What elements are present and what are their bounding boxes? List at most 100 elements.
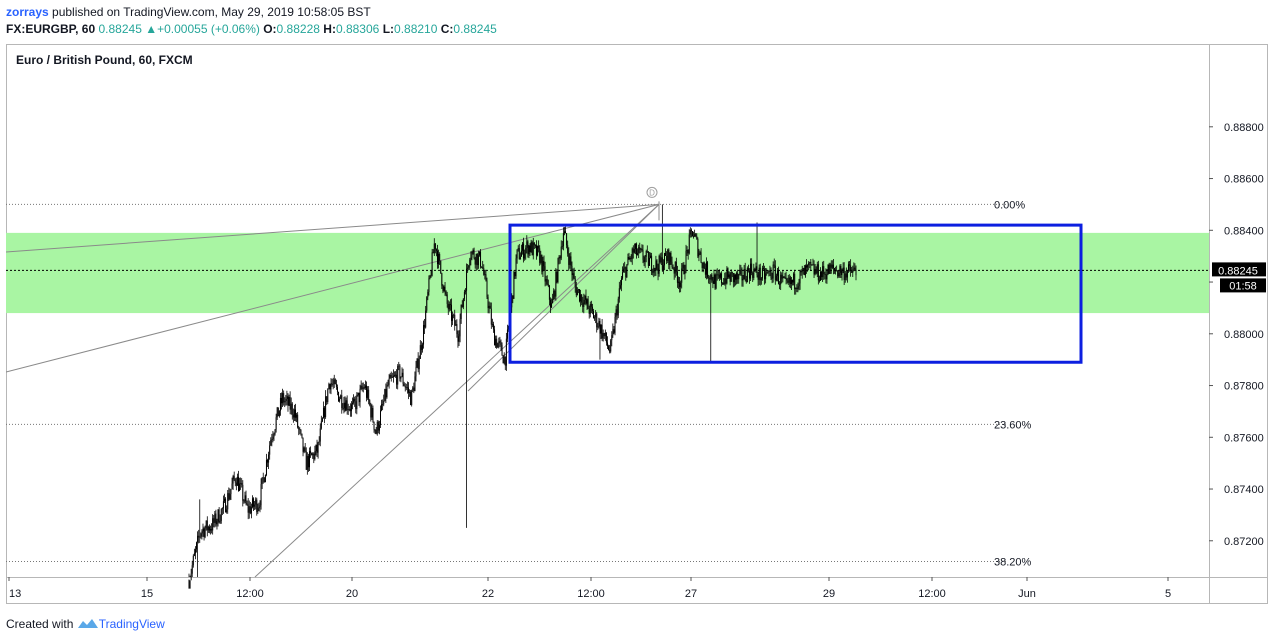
candle-body (650, 255, 652, 258)
range-box[interactable] (508, 223, 1083, 364)
candle-body (244, 495, 246, 502)
candle-body (762, 268, 764, 269)
candle-body (275, 417, 277, 430)
candle-body (567, 245, 569, 254)
candle-body (598, 321, 600, 327)
candle-body (322, 407, 324, 419)
candle-body (629, 257, 631, 260)
candle-body (551, 303, 553, 308)
fib-levels[interactable]: 0.00% 23.60% 38.20% (6, 199, 1032, 568)
trend-lines[interactable] (5, 201, 660, 578)
candle-body (277, 407, 279, 417)
candle-body (833, 268, 835, 270)
candle-body (526, 241, 528, 248)
candle-body (641, 248, 643, 250)
candle-body (317, 442, 319, 453)
candle-body (205, 520, 207, 529)
candle-body (314, 451, 316, 460)
candle-body (750, 263, 752, 279)
candle-body (832, 264, 834, 269)
candle-body (291, 403, 293, 415)
candle-body (532, 242, 534, 256)
candle-body (769, 270, 771, 272)
candle-body (548, 285, 550, 300)
candle-body (774, 265, 776, 281)
candle-body (339, 398, 341, 402)
candle-body (586, 299, 588, 304)
candle-body (302, 437, 304, 452)
candle-body (731, 272, 733, 274)
candle-body (448, 304, 450, 310)
candle-body (775, 275, 777, 281)
candle-body (215, 513, 217, 525)
candle-body (435, 249, 437, 251)
candle-body (385, 389, 387, 398)
candle-body (312, 453, 314, 456)
pivot-marker[interactable] (646, 186, 658, 198)
candle-body (372, 408, 374, 422)
candle-body (613, 329, 615, 333)
candle-body (398, 365, 400, 367)
chart-panel[interactable]: 0.00% 23.60% 38.20% 0.88800 0.88600 0.88400 0… (5, 44, 1268, 604)
candle-body (562, 233, 564, 247)
candle-body (596, 313, 598, 328)
candle-body (464, 290, 466, 292)
candle-body (705, 262, 707, 275)
candle-body (200, 533, 202, 537)
candle-body (679, 281, 681, 288)
support-zone[interactable] (6, 232, 1209, 314)
candle-body (433, 243, 435, 254)
candle-body (811, 264, 813, 266)
candle-body (469, 259, 471, 266)
candle-body (519, 256, 521, 260)
fib-level-label: 0.00% (994, 199, 1025, 211)
candle-body (525, 247, 527, 254)
candle-body (736, 273, 738, 280)
chart-title: Euro / British Pound, 60, FXCM (16, 53, 193, 67)
time-axis[interactable]: 13 15 12:00 20 22 12:00 27 29 12:00 Jun 5 (8, 577, 1171, 600)
price-chart[interactable]: 0.00% 23.60% 38.20% 0.88800 0.88600 0.88400 0… (5, 44, 1268, 604)
candle-body (815, 268, 817, 274)
price-tick-label: 0.88600 (1224, 174, 1264, 186)
candle-body (513, 271, 515, 299)
candle-body (251, 498, 253, 508)
candle-body (744, 268, 746, 280)
candle-body (619, 285, 621, 289)
candle-body (701, 262, 703, 269)
candle-body (558, 256, 560, 259)
candle-body (638, 247, 640, 253)
candle-body (485, 274, 487, 281)
candle-body (528, 245, 530, 255)
candle-body (747, 268, 749, 271)
candle-body (492, 324, 494, 330)
tradingview-link[interactable]: TradingView (98, 617, 165, 631)
candle-body (269, 445, 271, 455)
candle-body (812, 264, 814, 266)
candle-body (358, 392, 360, 403)
candle-body (310, 451, 312, 454)
candle-body (520, 250, 522, 257)
candle-body (669, 252, 671, 265)
candle-body (725, 278, 727, 284)
candle-body (334, 379, 336, 384)
candle-body (733, 274, 735, 283)
author-link[interactable]: zorrays (6, 5, 49, 19)
candle-body (331, 383, 333, 385)
time-tick-label: 12:00 (577, 588, 605, 600)
candle-body (517, 248, 519, 250)
candle-body (298, 427, 300, 430)
candle-body (477, 255, 479, 266)
candle-body (196, 542, 198, 550)
candle-body (702, 262, 704, 269)
candle-body (704, 268, 706, 275)
high-label: H: (323, 22, 336, 36)
candle-body (541, 254, 543, 272)
candle-body (403, 383, 405, 386)
candle-body (796, 287, 798, 289)
candle-body (496, 338, 498, 348)
candle-body (224, 498, 226, 502)
candle-body (855, 269, 857, 276)
candle-body (822, 266, 824, 278)
candle-body (282, 393, 284, 404)
candle-body (778, 270, 780, 285)
